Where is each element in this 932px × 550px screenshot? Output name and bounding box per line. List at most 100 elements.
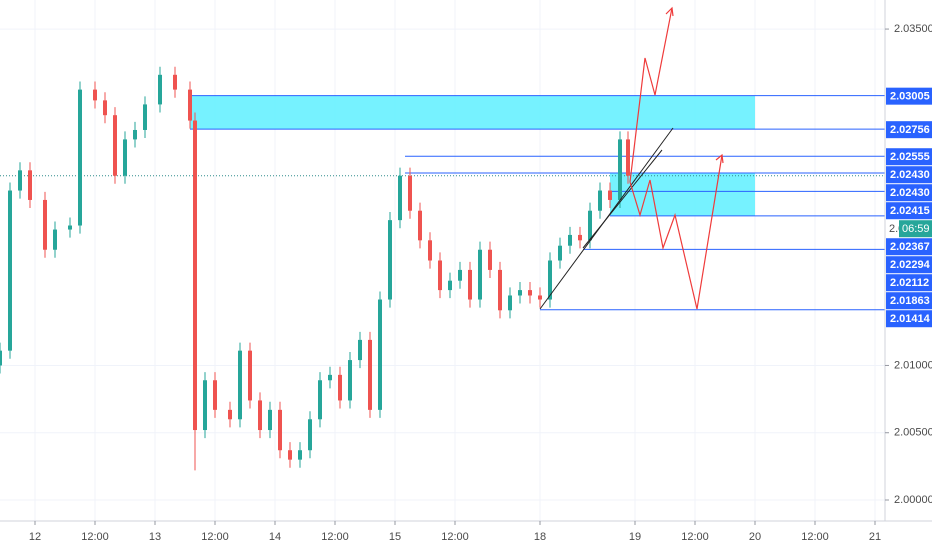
- x-tick-label: 12:00: [201, 531, 229, 543]
- price-tag: [886, 148, 932, 166]
- price-tag: [886, 256, 932, 274]
- candle-body: [113, 115, 117, 176]
- candle-body: [618, 139, 622, 200]
- y-tick-label: 2.00000: [894, 494, 932, 506]
- candle-body: [53, 229, 57, 250]
- candle-body: [103, 100, 107, 116]
- candle-body: [498, 269, 502, 311]
- candle-body: [308, 419, 312, 451]
- price-tag: [886, 310, 932, 328]
- price-tag-label: 2.02415: [890, 205, 930, 217]
- x-tick-label: 12:00: [441, 531, 469, 543]
- candle-body: [626, 139, 630, 176]
- price-tag: [886, 238, 932, 256]
- candle-body: [578, 234, 582, 241]
- candle-body: [173, 74, 177, 90]
- price-tag-label: 2.02430: [890, 187, 930, 199]
- x-tick-label: 12:00: [81, 531, 109, 543]
- trend-line: [582, 149, 663, 249]
- price-tag: [886, 87, 932, 105]
- zone: [610, 173, 755, 216]
- y-tick-label: 2.03500: [894, 23, 932, 35]
- price-tag-label: 2.03005: [890, 91, 930, 103]
- x-tick-label: 12: [29, 531, 41, 543]
- candle-body: [438, 260, 442, 291]
- candle-body: [538, 295, 542, 300]
- x-tick-label: 14: [269, 531, 281, 543]
- candle-body: [78, 89, 82, 226]
- candle-body: [123, 139, 127, 176]
- candle-body: [288, 450, 292, 460]
- candle-body: [588, 210, 592, 241]
- price-tag: [886, 166, 932, 184]
- candle-body: [448, 280, 452, 291]
- candle-body: [213, 380, 217, 410]
- candle-body: [93, 89, 97, 101]
- candle-body: [28, 170, 32, 200]
- candle-body: [68, 225, 72, 230]
- candle-body: [193, 120, 197, 431]
- candle-body: [548, 260, 552, 300]
- candle-body: [18, 170, 22, 191]
- candles: [0, 66, 630, 471]
- x-tick-label: 13: [149, 531, 161, 543]
- candle-body: [258, 400, 262, 431]
- candle-body: [388, 220, 392, 300]
- price-tag-label: 2.02294: [890, 259, 931, 271]
- arrow-head: [715, 153, 724, 164]
- x-tick-label: 19: [629, 531, 641, 543]
- candle-body: [238, 350, 242, 420]
- y-tick-label: 2.00500: [894, 427, 932, 439]
- price-tag: [886, 184, 932, 202]
- candle-body: [188, 89, 192, 121]
- price-tag-label: 2.02756: [890, 124, 930, 136]
- x-tick-label: 18: [534, 531, 546, 543]
- candle-body: [348, 360, 352, 401]
- candle-body: [568, 234, 572, 246]
- candle-body: [278, 409, 282, 451]
- candle-body: [158, 74, 162, 105]
- x-tick-label: 15: [389, 531, 401, 543]
- candle-body: [228, 409, 232, 420]
- arrow-head: [665, 6, 674, 17]
- candle-body: [418, 210, 422, 241]
- price-tag-label: 2.02555: [890, 151, 930, 163]
- price-tag-label: 2.02367: [890, 241, 930, 253]
- candle-body: [558, 245, 562, 261]
- candle-body: [368, 339, 372, 410]
- drawings: [539, 6, 724, 310]
- price-tag-label: 2.01414: [890, 313, 931, 325]
- zone: [190, 95, 755, 130]
- candle-body: [8, 190, 12, 351]
- x-tick-label: 12:00: [681, 531, 709, 543]
- candle-body: [328, 374, 332, 381]
- price-tag-label: 2.02430: [890, 169, 930, 181]
- price-tag-label: 2.01863: [890, 295, 930, 307]
- candle-body: [528, 290, 532, 296]
- projection-arrow: [629, 7, 673, 183]
- candle-body: [143, 104, 147, 130]
- candle-body: [458, 269, 462, 281]
- axes: 2.03500 2.01000 2.00500 2.00000 12 12:00 13 12:…: [29, 23, 932, 543]
- candle-body: [608, 190, 612, 200]
- price-tag: [886, 121, 932, 139]
- price-tag-label: 2.02112: [890, 277, 929, 289]
- candle-body: [378, 299, 382, 410]
- candle-body: [408, 175, 412, 211]
- candle-body: [338, 374, 342, 401]
- candle-body: [468, 269, 472, 300]
- y-tick-label: 2.01000: [894, 359, 932, 371]
- price-tags: 2.03005 2.02756 2.02555 2.02430 2.02430 2.024…: [886, 87, 932, 328]
- x-tick-label: 12:00: [321, 531, 349, 543]
- price-tag: [886, 292, 932, 310]
- candle-body: [203, 380, 207, 431]
- candle-body: [598, 190, 602, 211]
- candle-body: [298, 450, 302, 460]
- candle-body: [248, 350, 252, 401]
- candle-body: [268, 409, 272, 431]
- countdown-tag: [899, 220, 932, 238]
- candle-body: [518, 290, 522, 296]
- x-tick-label: 12:00: [801, 531, 829, 543]
